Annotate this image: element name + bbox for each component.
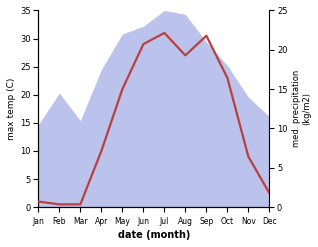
X-axis label: date (month): date (month) — [118, 230, 190, 240]
Y-axis label: max temp (C): max temp (C) — [7, 78, 16, 140]
Y-axis label: med. precipitation
(kg/m2): med. precipitation (kg/m2) — [292, 70, 311, 147]
